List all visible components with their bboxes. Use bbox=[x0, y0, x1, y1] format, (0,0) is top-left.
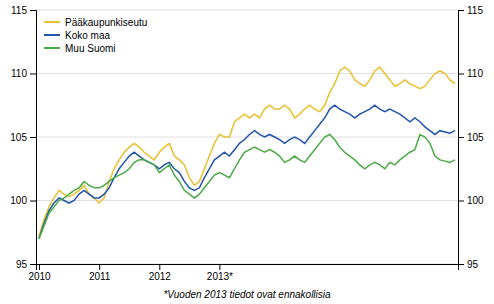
tick-mark bbox=[30, 264, 36, 265]
y-axis: 95 100 105 110 115 bbox=[10, 5, 36, 270]
tick-mark bbox=[159, 264, 160, 270]
axis-line bbox=[37, 265, 459, 271]
tick: 115 bbox=[11, 5, 36, 16]
legend-swatch bbox=[44, 34, 60, 36]
tick: 105 bbox=[10, 132, 36, 143]
tick-label: 2011 bbox=[89, 271, 111, 282]
tick-mark bbox=[219, 264, 220, 270]
axis-line bbox=[459, 11, 465, 265]
grid-line bbox=[36, 200, 458, 201]
tick-mark bbox=[458, 201, 464, 202]
tick: 2013* bbox=[207, 264, 233, 282]
footnote: *Vuoden 2013 tiedot ovat ennakollisia bbox=[163, 289, 331, 300]
legend: Pääkaupunkiseutu Koko maa Muu Suomi bbox=[44, 17, 147, 54]
tick-label: 105 bbox=[467, 132, 484, 143]
tick-label: 100 bbox=[10, 195, 27, 206]
tick: 2012 bbox=[149, 264, 172, 282]
tick-mark bbox=[458, 264, 464, 265]
tick-mark bbox=[458, 10, 464, 11]
tick-mark bbox=[39, 264, 40, 270]
tick: 2010 bbox=[28, 264, 51, 282]
tick-mark bbox=[30, 201, 36, 202]
y2-axis: 95 100 105 110 115 bbox=[458, 5, 484, 270]
tick: 110 bbox=[11, 68, 36, 79]
tick: 115 bbox=[458, 5, 483, 16]
tick-mark bbox=[30, 137, 36, 138]
legend-swatch bbox=[44, 47, 60, 49]
tick-label: 115 bbox=[467, 5, 483, 16]
legend-label: Koko maa bbox=[65, 30, 110, 41]
legend-item: Muu Suomi bbox=[44, 43, 116, 54]
tick-label: 95 bbox=[16, 259, 28, 270]
tick-label: 110 bbox=[11, 68, 27, 79]
legend-label: Muu Suomi bbox=[65, 43, 116, 54]
x-axis: 2010 2011 2012 2013* bbox=[28, 264, 458, 282]
chart: 2010 2011 2012 2013* 95 100 105 110 115 95 100 105 1… bbox=[0, 0, 494, 304]
plot-area bbox=[39, 67, 455, 238]
legend-item: Pääkaupunkiseutu bbox=[44, 17, 147, 28]
tick-mark bbox=[99, 264, 100, 270]
axis-line bbox=[30, 11, 37, 265]
tick: 110 bbox=[458, 68, 483, 79]
series-line bbox=[39, 105, 455, 238]
legend-item: Koko maa bbox=[44, 30, 110, 41]
tick: 2011 bbox=[89, 264, 111, 282]
tick-label: 2013* bbox=[207, 271, 233, 282]
tick: 100 bbox=[10, 195, 36, 206]
legend-swatch bbox=[44, 21, 60, 23]
tick: 95 bbox=[16, 259, 36, 270]
legend-label: Pääkaupunkiseutu bbox=[65, 17, 147, 28]
tick-label: 105 bbox=[10, 132, 27, 143]
tick-label: 115 bbox=[11, 5, 27, 16]
tick-label: 2012 bbox=[149, 271, 172, 282]
tick: 95 bbox=[458, 259, 479, 270]
tick-mark bbox=[30, 74, 36, 75]
tick-mark bbox=[458, 74, 464, 75]
grid bbox=[36, 10, 458, 264]
tick-label: 95 bbox=[467, 259, 479, 270]
tick-mark bbox=[30, 10, 36, 11]
series-line bbox=[39, 134, 455, 238]
tick: 105 bbox=[458, 132, 484, 143]
grid-line bbox=[36, 10, 458, 11]
grid-line bbox=[36, 73, 458, 74]
tick-mark bbox=[458, 137, 464, 138]
tick-label: 2010 bbox=[28, 271, 51, 282]
tick-label: 110 bbox=[467, 68, 483, 79]
tick-label: 100 bbox=[467, 195, 484, 206]
tick: 100 bbox=[458, 195, 484, 206]
